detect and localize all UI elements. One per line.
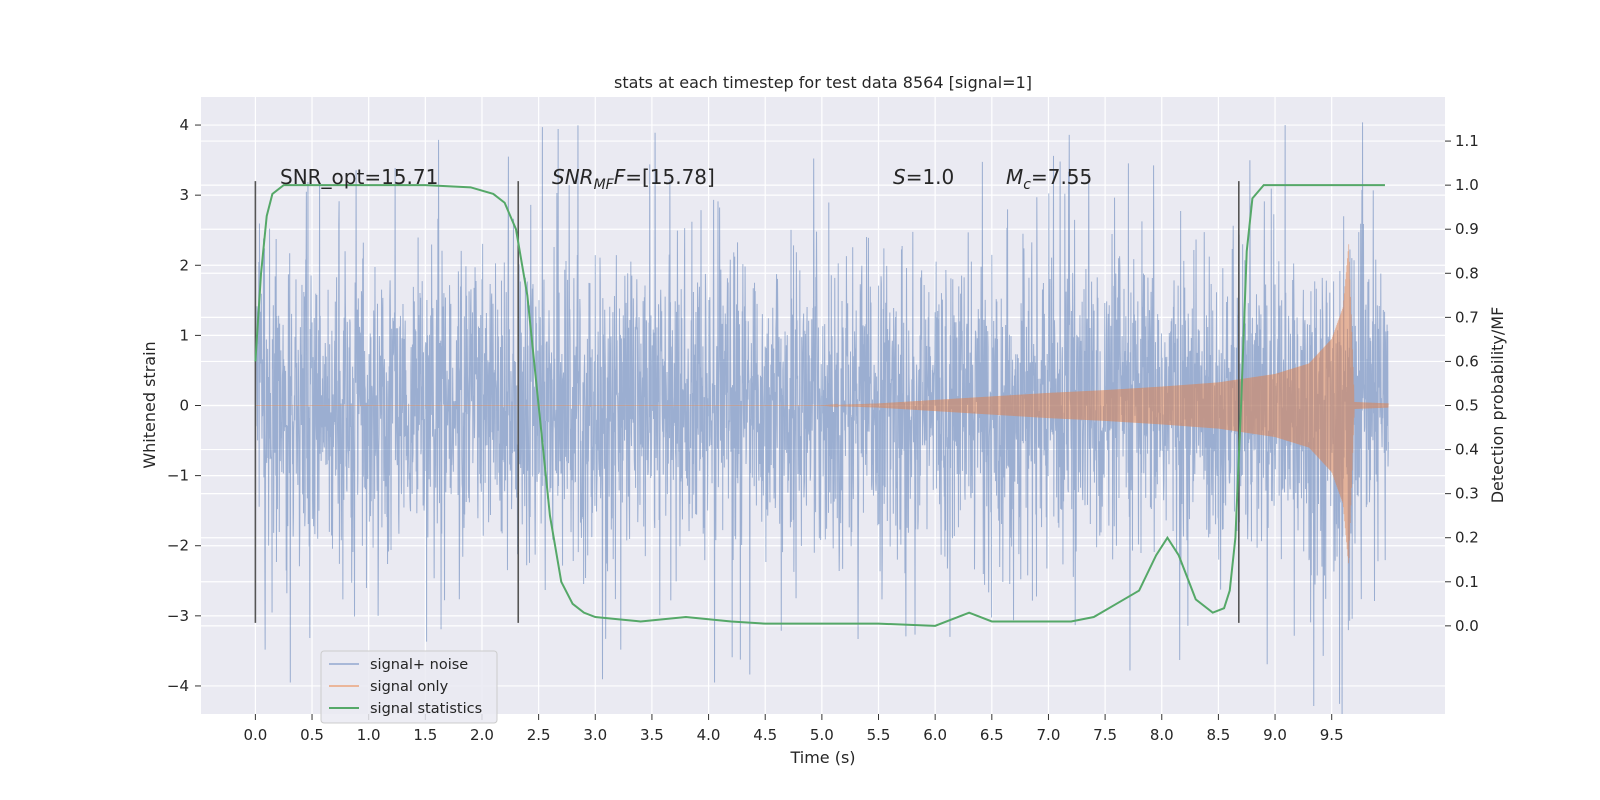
left-y-tick-label: −3 — [167, 607, 189, 625]
right-y-tick-label: 0.4 — [1455, 441, 1479, 459]
right-y-tick-label: 0.0 — [1455, 617, 1479, 635]
x-tick-label: 2.0 — [470, 726, 494, 744]
x-tick-label: 2.5 — [527, 726, 551, 744]
x-tick-label: 7.0 — [1037, 726, 1061, 744]
left-y-tick-label: −2 — [167, 537, 189, 555]
x-tick-label: 0.5 — [300, 726, 324, 744]
legend-label-signal-noise: signal+ noise — [370, 657, 468, 673]
series-signal-only — [255, 244, 1389, 564]
annotation-snr-mf-base: SNR — [552, 165, 594, 189]
x-tick-label: 9.5 — [1320, 726, 1344, 744]
x-tick-label: 5.5 — [867, 726, 891, 744]
series-signal-noise — [254, 122, 1389, 714]
left-y-axis-label: Whitened strain — [140, 341, 159, 468]
annotation-mc-value: Mc=7.55 — [1006, 165, 1092, 193]
right-y-tick-label: 1.1 — [1455, 132, 1479, 150]
x-tick-label: 3.0 — [583, 726, 607, 744]
annotation-mc-sub: c — [1023, 177, 1031, 193]
annotation-snr-mf-value: =[15.78] — [625, 165, 715, 189]
x-tick-label: 4.5 — [753, 726, 777, 744]
right-y-tick-label: 0.5 — [1455, 397, 1479, 415]
right-y-tick-label: 0.7 — [1455, 308, 1479, 326]
chart-title: stats at each timestep for test data 856… — [614, 73, 1032, 92]
right-y-axis-ticks: 1.1 1.0 0.9 0.8 0.7 0.6 0.5 0.4 0.3 0.2 0.1 0.0 — [1445, 132, 1479, 635]
series-signal-statistics — [254, 184, 1385, 627]
x-tick-label: 1.0 — [357, 726, 381, 744]
annotation-mc-base: M — [1006, 165, 1023, 189]
x-tick-label: 1.5 — [413, 726, 437, 744]
left-y-tick-label: −4 — [167, 677, 189, 695]
x-tick-label: 8.0 — [1150, 726, 1174, 744]
x-tick-label: 8.5 — [1206, 726, 1230, 744]
legend-item-signal-noise: signal+ noise — [329, 657, 468, 673]
legend-box — [320, 650, 498, 724]
right-y-tick-label: 1.0 — [1455, 176, 1479, 194]
annotation-mc-number: =7.55 — [1031, 165, 1092, 189]
annotation-snr-mf-f: F — [614, 165, 626, 189]
left-y-tick-label: 2 — [179, 256, 189, 274]
x-tick-label: 3.5 — [640, 726, 664, 744]
x-tick-label: 7.5 — [1093, 726, 1117, 744]
x-tick-label: 4.0 — [697, 726, 721, 744]
x-tick-label: 0.0 — [243, 726, 267, 744]
x-tick-label: 6.0 — [923, 726, 947, 744]
right-y-tick-label: 0.6 — [1455, 352, 1479, 370]
annotation-snr-opt: SNR_opt=15.71 — [280, 165, 438, 189]
left-y-tick-label: −1 — [167, 467, 189, 485]
x-tick-label: 5.0 — [810, 726, 834, 744]
left-y-tick-label: 1 — [179, 326, 189, 344]
legend-label-signal-only: signal only — [370, 679, 449, 695]
x-tick-label: 9.0 — [1263, 726, 1287, 744]
right-y-tick-label: 0.8 — [1455, 264, 1479, 282]
vertical-markers — [254, 181, 1240, 623]
annotation-snr-mf-sub: MF — [594, 177, 615, 193]
right-y-tick-label: 0.9 — [1455, 220, 1479, 238]
left-y-tick-label: 3 — [179, 186, 189, 204]
legend-item-signal-statistics: signal statistics — [329, 701, 482, 717]
x-axis-ticks: 0.0 0.5 1.0 1.5 2.0 2.5 3.0 3.5 4.0 4.5 5.0 5.5 6.0 6… — [243, 714, 1344, 744]
left-y-axis-ticks: 4 3 2 1 0 −1 −2 −3 −4 — [167, 116, 201, 695]
x-tick-label: 6.5 — [980, 726, 1004, 744]
annotation-s-symbol: S — [893, 165, 906, 189]
x-axis-label: Time (s) — [789, 748, 855, 767]
right-y-tick-label: 0.3 — [1455, 485, 1479, 503]
right-y-tick-label: 0.2 — [1455, 529, 1479, 547]
annotation-snr-mf: SNRMFF=[15.78] — [552, 165, 715, 193]
left-y-tick-label: 0 — [179, 397, 189, 415]
legend-item-signal-only: signal only — [329, 679, 449, 695]
legend: signal+ noise signal only signal statist… — [320, 650, 498, 724]
annotation-s-value: S=1.0 — [893, 165, 954, 189]
left-y-tick-label: 4 — [179, 116, 189, 134]
right-y-tick-label: 0.1 — [1455, 573, 1479, 591]
legend-label-signal-statistics: signal statistics — [370, 701, 482, 717]
right-y-axis-label: Detection probability/MF — [1488, 307, 1507, 504]
annotation-s-number: =1.0 — [906, 165, 955, 189]
